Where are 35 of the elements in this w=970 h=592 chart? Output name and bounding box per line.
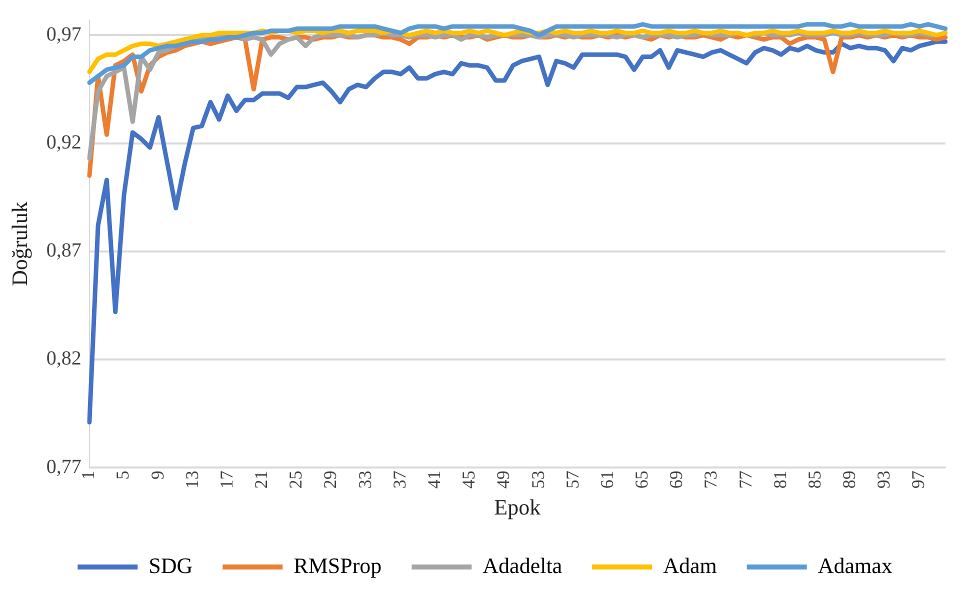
x-tick-label: 93 — [874, 470, 894, 489]
x-tick-label: 73 — [700, 470, 721, 489]
x-tick-label: 17 — [216, 470, 236, 489]
x-tick-label: 5 — [112, 470, 133, 480]
x-tick-label: 97 — [908, 470, 928, 489]
x-tick-label: 57 — [562, 470, 582, 489]
x-tick-label: 21 — [251, 470, 272, 489]
x-tick-label: 65 — [632, 470, 652, 489]
y-axis-title: Doğruluk — [6, 202, 32, 286]
x-tick-label: 89 — [839, 470, 860, 489]
x-tick-label: 53 — [528, 470, 548, 489]
y-tick-label: 0,92 — [46, 132, 82, 154]
y-tick-label: 0,87 — [46, 240, 82, 262]
x-tick-label: 45 — [458, 470, 479, 489]
x-tick-label: 37 — [389, 470, 410, 489]
x-tick-label: 77 — [735, 470, 756, 489]
legend-label: Adadelta — [482, 552, 562, 578]
x-axis-title: Epok — [494, 494, 541, 520]
x-tick-label: 85 — [804, 470, 824, 489]
legend-label: Adam — [663, 552, 717, 578]
x-tick-label: 9 — [147, 470, 168, 480]
x-tick-label: 61 — [596, 470, 617, 489]
x-tick-label: 29 — [320, 470, 340, 489]
x-tick-label: 13 — [182, 470, 202, 489]
y-tick-label: 0,82 — [46, 348, 82, 370]
y-tick-label: 0,97 — [46, 23, 82, 46]
x-tick-label: 33 — [354, 470, 375, 489]
x-tick-label: 49 — [493, 470, 514, 489]
x-tick-label: 41 — [424, 470, 444, 489]
x-tick-label: 81 — [770, 470, 790, 489]
legend-label: RMSProp — [294, 552, 382, 578]
x-tick-label: 69 — [666, 470, 686, 489]
x-tick-label: 25 — [286, 470, 306, 489]
legend-label: Adamax — [818, 552, 892, 578]
legend-label: SDG — [148, 552, 193, 578]
